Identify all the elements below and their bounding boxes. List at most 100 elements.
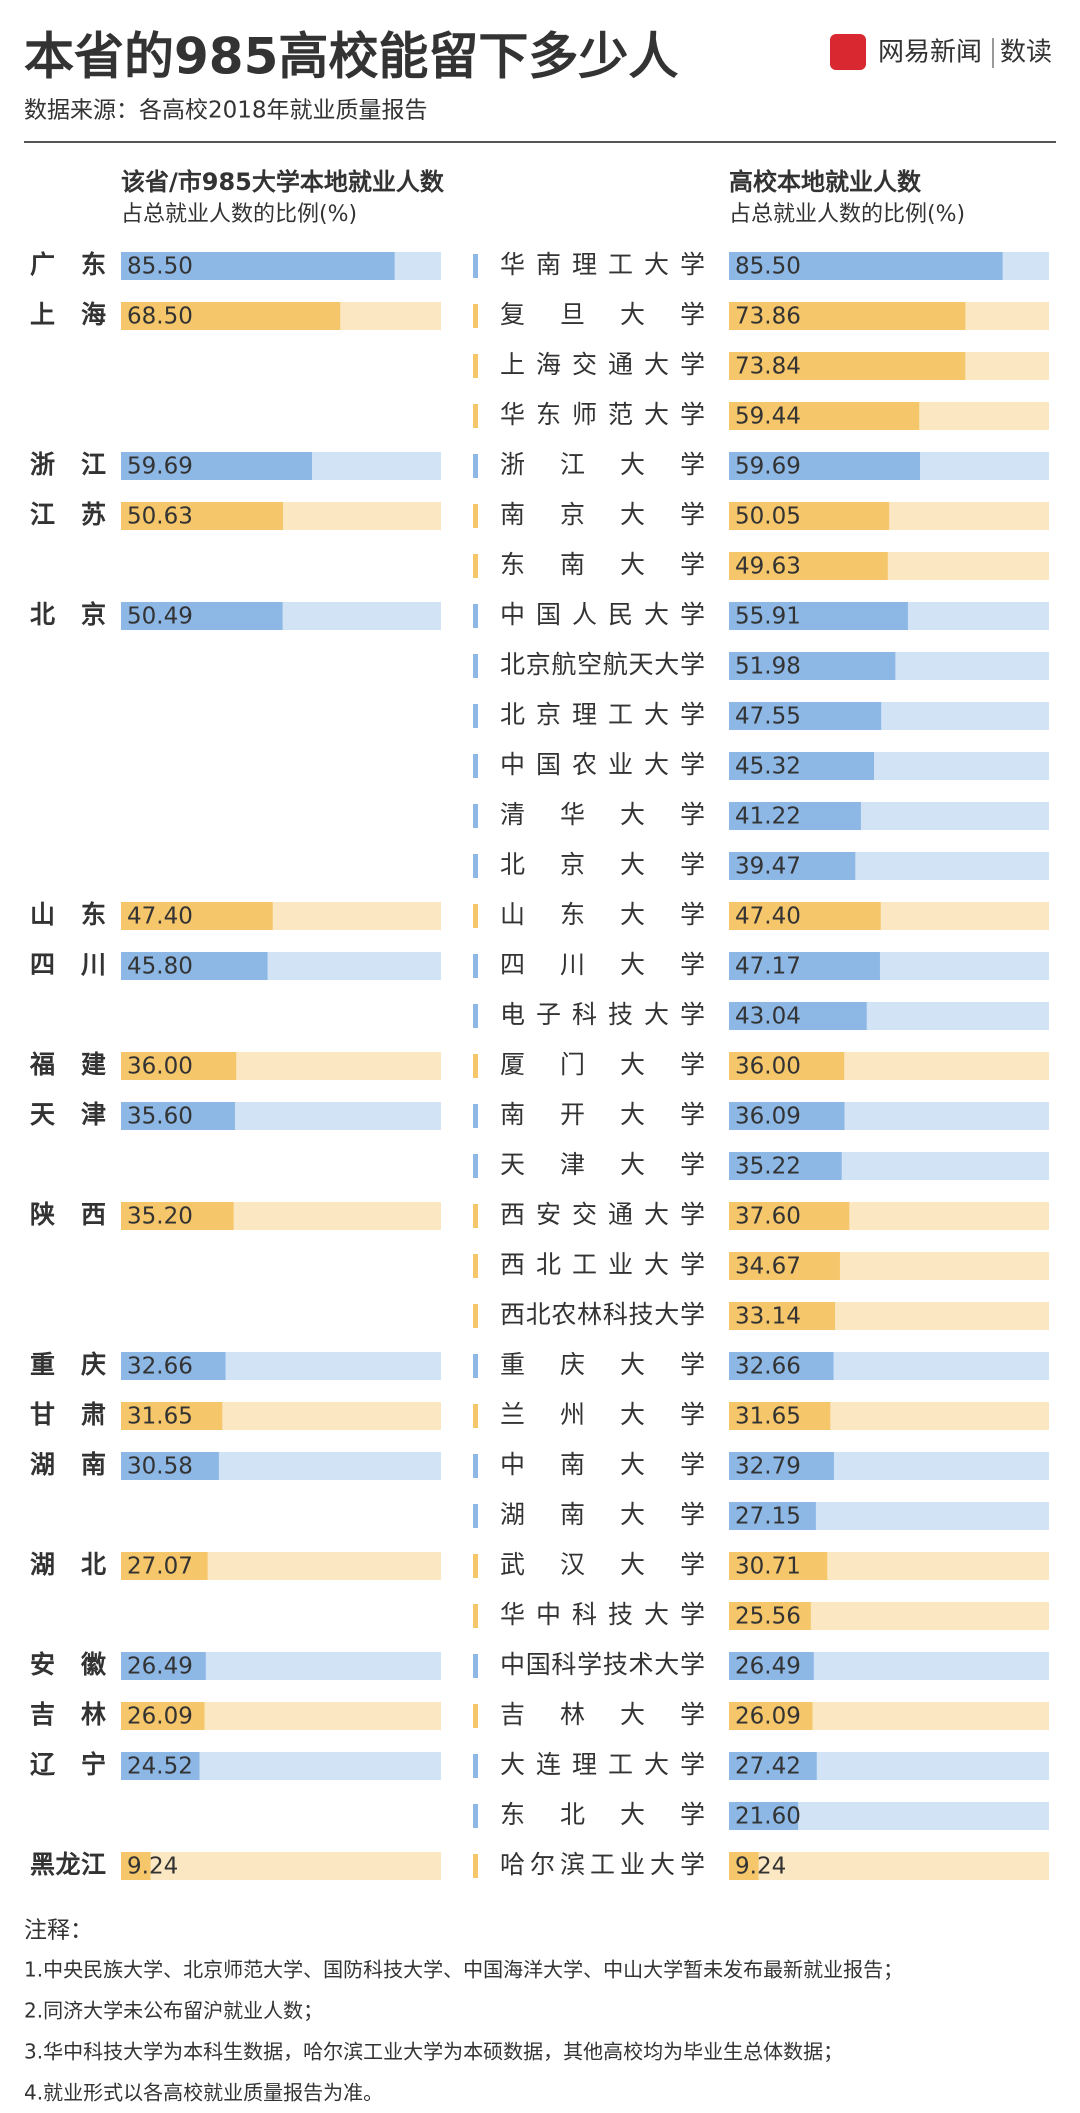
value-label: 68.50 (127, 304, 193, 330)
row-marker (473, 304, 478, 328)
value-label: 49.63 (735, 554, 801, 580)
value-label: 50.05 (735, 504, 801, 530)
bar (729, 1802, 799, 1830)
right-subheader: 占总就业人数的比例(%) (729, 202, 965, 227)
value-label: 33.14 (735, 1304, 801, 1330)
value-label: 32.66 (127, 1354, 193, 1380)
value-label: 26.49 (735, 1654, 801, 1680)
value-label: 31.65 (127, 1404, 193, 1430)
row-marker (473, 1204, 478, 1228)
value-label: 27.07 (127, 1554, 193, 1580)
value-label: 9.24 (127, 1854, 178, 1880)
value-label: 24.52 (127, 1754, 193, 1780)
row-marker (473, 404, 478, 428)
bar (121, 1202, 234, 1230)
bar (121, 1352, 226, 1380)
bar (729, 352, 966, 380)
row-marker (473, 1404, 478, 1428)
value-label: 47.17 (735, 954, 801, 980)
brand-icon (830, 34, 866, 70)
university-label: 西北农林科技大学 (500, 1300, 705, 1329)
value-label: 50.63 (127, 504, 193, 530)
university-label: 中国科学技术大学 (500, 1650, 705, 1679)
bar (729, 1502, 816, 1530)
note: 2.同济大学未公布留沪就业人数； (24, 1999, 323, 2023)
value-label: 85.50 (735, 254, 801, 280)
value-label: 26.49 (127, 1654, 193, 1680)
value-label: 27.15 (735, 1504, 801, 1530)
bar (121, 1052, 237, 1080)
bar (121, 302, 341, 330)
value-label: 47.55 (735, 704, 801, 730)
bar (729, 1302, 836, 1330)
left-subheader: 占总就业人数的比例(%) (121, 202, 357, 227)
value-label: 37.60 (735, 1204, 801, 1230)
bar (729, 1052, 845, 1080)
value-label: 50.49 (127, 604, 193, 630)
row-marker (473, 1304, 478, 1328)
value-label: 43.04 (735, 1004, 801, 1030)
note: 3.华中科技大学为本科生数据，哈尔滨工业大学为本硕数据，其他高校均为毕业生总体数… (24, 2040, 843, 2064)
value-label: 36.00 (735, 1054, 801, 1080)
row-marker (473, 1104, 478, 1128)
bar (121, 1452, 219, 1480)
row-marker (473, 554, 478, 578)
bar (729, 452, 921, 480)
row-marker (473, 504, 478, 528)
value-label: 35.22 (735, 1154, 801, 1180)
bar (729, 1852, 759, 1880)
bar (729, 752, 875, 780)
value-label: 21.60 (735, 1804, 801, 1830)
bar (121, 502, 284, 530)
row-marker (473, 804, 478, 828)
brand-sub: 数读 (1000, 38, 1052, 68)
value-label: 85.50 (127, 254, 193, 280)
bar-track (729, 1852, 1049, 1880)
bar (729, 502, 890, 530)
bar (729, 1402, 831, 1430)
value-label: 27.42 (735, 1754, 801, 1780)
row-marker (473, 704, 478, 728)
bar (729, 1202, 850, 1230)
value-label: 25.56 (735, 1604, 801, 1630)
value-label: 34.67 (735, 1254, 801, 1280)
bar (121, 1652, 206, 1680)
value-label: 47.40 (127, 904, 193, 930)
bar (729, 1602, 811, 1630)
row-marker (473, 1854, 478, 1878)
row-marker (473, 1154, 478, 1178)
value-label: 9.24 (735, 1854, 786, 1880)
bar (729, 1152, 842, 1180)
row-marker (473, 1004, 478, 1028)
bar (121, 602, 283, 630)
value-label: 39.47 (735, 854, 801, 880)
value-label: 31.65 (735, 1404, 801, 1430)
value-label: 26.09 (735, 1704, 801, 1730)
value-label: 45.32 (735, 754, 801, 780)
note: 4.就业形式以各高校就业质量报告为准。 (24, 2081, 383, 2105)
value-label: 41.22 (735, 804, 801, 830)
source: 数据来源：各高校2018年就业质量报告 (24, 98, 428, 124)
row-marker (473, 954, 478, 978)
bar-track (121, 1852, 441, 1880)
bar (729, 1652, 814, 1680)
row-marker (473, 354, 478, 378)
bar (729, 702, 882, 730)
row-marker (473, 1704, 478, 1728)
bar (121, 1552, 208, 1580)
bar (729, 302, 966, 330)
row-marker (473, 1454, 478, 1478)
value-label: 59.69 (127, 454, 193, 480)
bar (121, 252, 395, 280)
row-marker (473, 1604, 478, 1628)
note: 1.中央民族大学、北京师范大学、国防科技大学、中国海洋大学、中山大学暂未发布最新… (24, 1958, 903, 1982)
row-marker (473, 1754, 478, 1778)
bar (121, 1102, 235, 1130)
brand: 网易新闻 (878, 38, 982, 68)
row-marker (473, 1804, 478, 1828)
value-label: 32.79 (735, 1454, 801, 1480)
row-marker (473, 1254, 478, 1278)
value-label: 36.09 (735, 1104, 801, 1130)
value-label: 47.40 (735, 904, 801, 930)
